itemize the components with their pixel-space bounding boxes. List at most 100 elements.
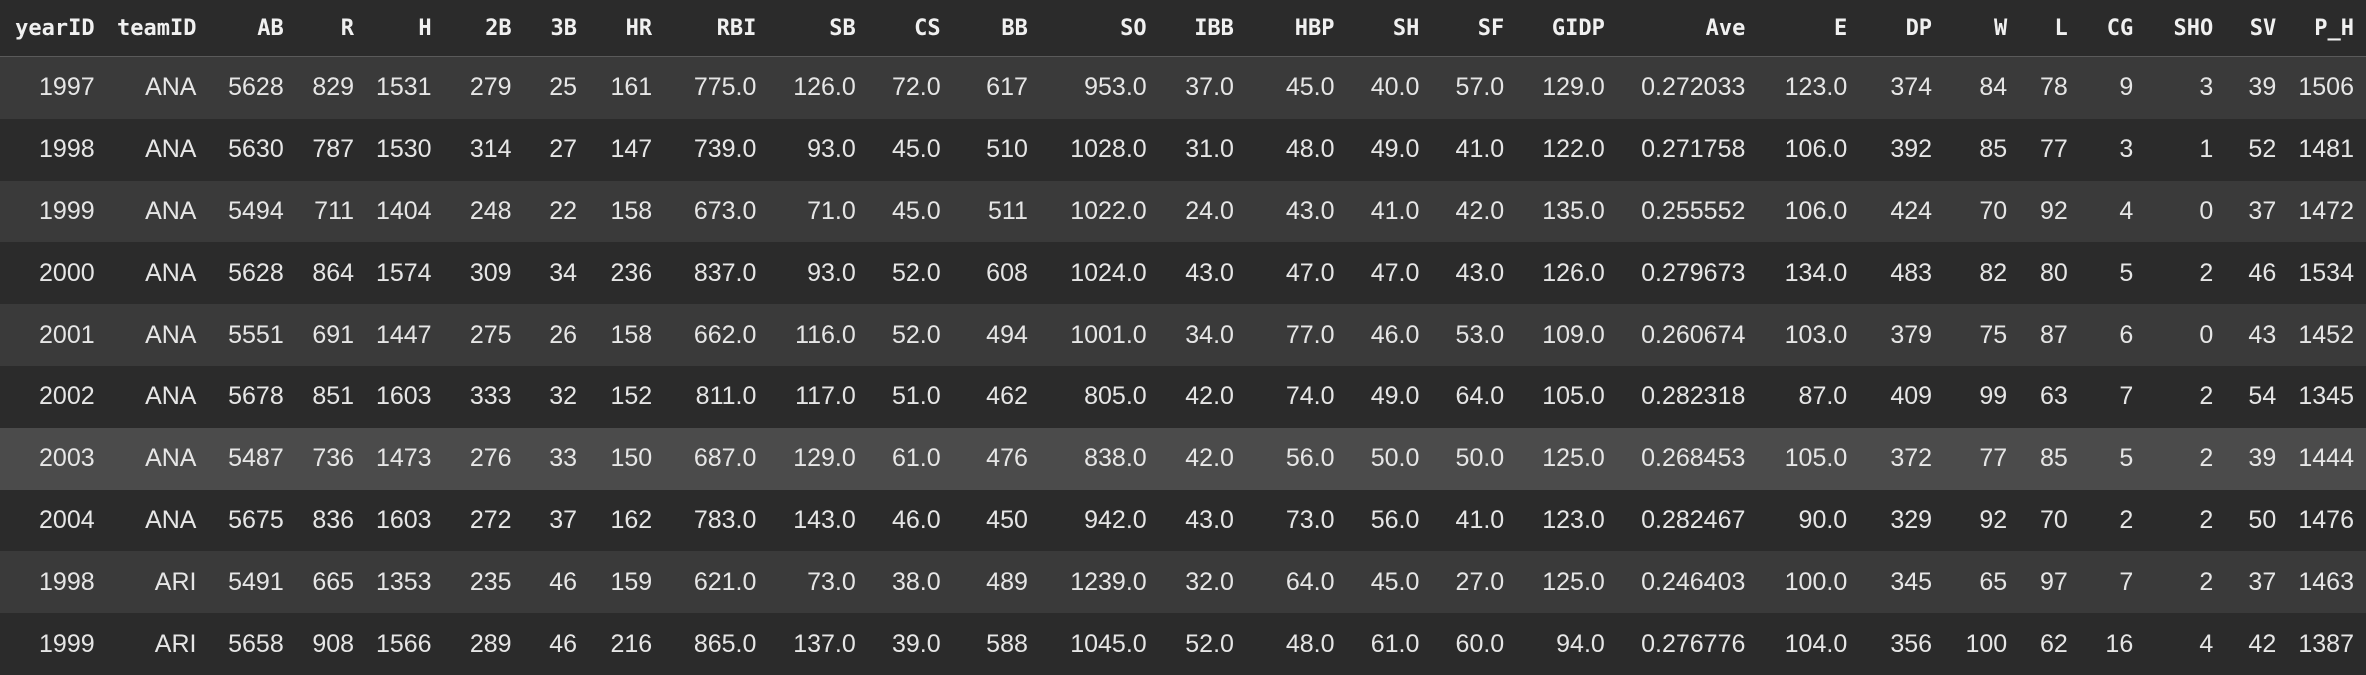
table-cell: 687.0 (664, 427, 769, 490)
table-cell: 329 (1859, 489, 1945, 552)
table-cell: 50.0 (1431, 427, 1517, 490)
table-cell: 1452 (2288, 304, 2366, 366)
table-cell: 1476 (2288, 489, 2366, 552)
table-cell: 92 (2019, 180, 2080, 243)
column-header: L (2019, 0, 2080, 57)
table-cell: 27 (523, 118, 590, 181)
table-cell: 1022.0 (1039, 180, 1159, 243)
table-cell: 134.0 (1757, 242, 1860, 305)
table-cell: 0.255552 (1616, 180, 1758, 243)
table-cell: 61.0 (867, 427, 953, 490)
column-header: teamID (106, 0, 209, 57)
table-cell: 84 (1944, 56, 2020, 119)
table-cell: 90.0 (1757, 489, 1860, 552)
table-cell: 129.0 (768, 427, 868, 490)
table-cell: 105.0 (1516, 365, 1617, 428)
table-cell: 126.0 (768, 56, 868, 119)
table-cell: 1566 (366, 613, 444, 675)
table-cell: 56.0 (1245, 427, 1347, 490)
table-cell: 77 (2019, 118, 2080, 181)
table-cell: 105.0 (1757, 427, 1860, 490)
table-cell: ANA (106, 365, 209, 428)
table-cell: 2 (2145, 242, 2226, 305)
table-cell: 1001.0 (1039, 304, 1159, 366)
table-cell: 2004 (0, 489, 107, 552)
column-header: SF (1431, 0, 1517, 57)
table-cell: 1353 (366, 551, 444, 614)
table-cell: 1239.0 (1039, 551, 1159, 614)
table-cell: 3 (2145, 56, 2226, 119)
table-cell: 33 (523, 427, 590, 490)
table-cell: 424 (1859, 180, 1945, 243)
table-cell: 143.0 (768, 489, 868, 552)
table-cell: 838.0 (1039, 427, 1159, 490)
table-cell: ANA (106, 427, 209, 490)
table-cell: 39 (2225, 56, 2289, 119)
table-cell: 52.0 (867, 304, 953, 366)
table-cell: 489 (952, 551, 1040, 614)
table-cell: 49.0 (1346, 365, 1432, 428)
table-cell: 289 (443, 613, 524, 675)
table-cell: 122.0 (1516, 118, 1617, 181)
table-cell: 2003 (0, 427, 107, 490)
table-cell: 450 (952, 489, 1040, 552)
table-cell: ANA (106, 56, 209, 119)
table-cell: 1345 (2288, 365, 2366, 428)
table-cell: 333 (443, 365, 524, 428)
table-cell: 3 (2079, 118, 2146, 181)
table-cell: 52 (2225, 118, 2289, 181)
table-cell: 235 (443, 551, 524, 614)
column-header: 2B (443, 0, 524, 57)
table-cell: 60.0 (1431, 613, 1517, 675)
table-row: 2000 ANA 5628 864 1574 309 34 236 837.0 93.0 52.0 6… (0, 242, 2366, 305)
table-cell: 1534 (2288, 242, 2366, 305)
table-cell: 5 (2079, 242, 2146, 305)
table-cell: 1997 (0, 56, 107, 119)
table-cell: 43.0 (1245, 180, 1347, 243)
table-cell: 462 (952, 365, 1040, 428)
table-cell: 0.282467 (1616, 489, 1758, 552)
table-cell: 0.271758 (1616, 118, 1758, 181)
table-cell: 100.0 (1757, 551, 1860, 614)
table-cell: 908 (295, 613, 367, 675)
table-cell: 26 (523, 304, 590, 366)
table-cell: 63 (2019, 365, 2080, 428)
table-cell: 1574 (366, 242, 444, 305)
table-cell: 62 (2019, 613, 2080, 675)
table-cell: 275 (443, 304, 524, 366)
column-header: HR (589, 0, 665, 57)
table-cell: 71.0 (768, 180, 868, 243)
table-cell: 829 (295, 56, 367, 119)
table-cell: 711 (295, 180, 367, 243)
header-row: yearID teamID AB R H 2B 3B HR RBI SB CS BB SO IBB HBP S… (0, 0, 2366, 57)
table-cell: 129.0 (1516, 56, 1617, 119)
column-header: SHO (2145, 0, 2226, 57)
table-cell: 248 (443, 180, 524, 243)
table-cell: 1447 (366, 304, 444, 366)
table-cell: 48.0 (1245, 613, 1347, 675)
table-cell: 32.0 (1158, 551, 1246, 614)
table-cell: 2 (2079, 489, 2146, 552)
table-cell: 5628 (208, 242, 296, 305)
table-cell: 31.0 (1158, 118, 1246, 181)
table-cell: 1999 (0, 180, 107, 243)
table-cell: 41.0 (1346, 180, 1432, 243)
table-cell: 0.282318 (1616, 365, 1758, 428)
table-cell: 40.0 (1346, 56, 1432, 119)
table-cell: 80 (2019, 242, 2080, 305)
table-cell: 6 (2079, 304, 2146, 366)
table-cell: 9 (2079, 56, 2146, 119)
table-cell: 2 (2145, 551, 2226, 614)
table-cell: 5630 (208, 118, 296, 181)
table-cell: 665 (295, 551, 367, 614)
table-cell: 82 (1944, 242, 2020, 305)
table-cell: 16 (2079, 613, 2146, 675)
table-cell: 617 (952, 56, 1040, 119)
table-cell: 73.0 (1245, 489, 1347, 552)
table-cell: 5551 (208, 304, 296, 366)
table-cell: 836 (295, 489, 367, 552)
table-cell: 43 (2225, 304, 2289, 366)
table-cell: 409 (1859, 365, 1945, 428)
table-cell: 588 (952, 613, 1040, 675)
column-header: DP (1859, 0, 1945, 57)
